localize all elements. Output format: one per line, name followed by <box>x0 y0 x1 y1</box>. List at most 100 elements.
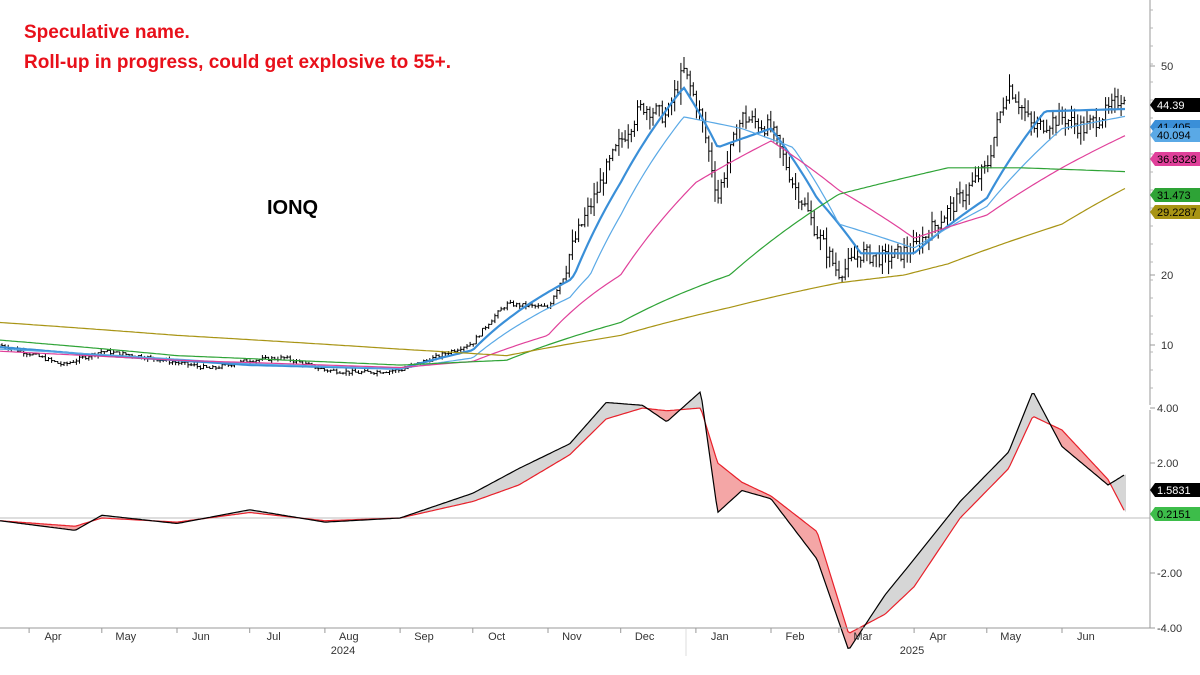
price-last-value-tag: 29.2287 <box>1150 205 1200 219</box>
price-bar <box>583 207 587 228</box>
price-bar <box>1042 119 1046 134</box>
x-month-label: Feb <box>786 631 805 643</box>
price-tag-label: 40.094 <box>1157 130 1191 142</box>
price-bar <box>685 67 689 80</box>
osc-fill-segment <box>1068 436 1070 454</box>
osc-fill-segment <box>70 525 72 530</box>
osc-fill-segment <box>614 403 616 417</box>
osc-fill-segment <box>740 480 742 493</box>
osc-fill-segment <box>638 404 640 410</box>
price-bar <box>846 248 850 278</box>
osc-fill-segment <box>982 477 984 496</box>
osc-fill-segment <box>450 500 452 507</box>
osc-fill-segment <box>658 409 660 418</box>
osc-fill-segment <box>506 474 508 490</box>
price-bar <box>595 181 599 204</box>
price-bar <box>614 143 618 152</box>
price-bar <box>958 181 962 204</box>
osc-fill-segment <box>674 410 676 416</box>
price-bar <box>53 360 57 363</box>
price-bar <box>341 372 345 375</box>
price-bar <box>955 188 959 212</box>
price-bar <box>1070 105 1073 129</box>
osc-fill-segment <box>58 525 60 529</box>
price-bar <box>1026 100 1030 118</box>
price-bar <box>905 236 909 263</box>
x-month-label: Apr <box>929 631 946 643</box>
osc-fill-segment <box>518 467 520 486</box>
price-bar <box>555 289 559 299</box>
osc-fill-segment <box>896 579 898 604</box>
osc-fill-segment <box>750 486 752 494</box>
price-bar <box>880 245 884 274</box>
price-bar <box>189 362 193 367</box>
last-value-tags: 44.3941.40540.09436.832831.47329.22871.5… <box>1150 98 1200 521</box>
osc-fill-segment <box>998 460 1000 480</box>
osc-fill-segment <box>1006 452 1008 472</box>
osc-fill-segment <box>728 471 730 504</box>
osc-fill-segment <box>1064 432 1066 450</box>
osc-fill-segment <box>922 546 924 575</box>
price-bar <box>834 252 838 277</box>
price-bar <box>626 124 630 149</box>
price-bar <box>490 319 494 325</box>
osc-fill-segment <box>738 479 740 495</box>
price-bar <box>725 151 729 188</box>
price-bar <box>1104 97 1108 128</box>
x-month-label: Mar <box>853 631 872 643</box>
osc-signal-line <box>0 407 1125 634</box>
price-bar <box>859 256 863 268</box>
price-bar <box>806 192 810 212</box>
osc-fill-segment <box>910 561 912 591</box>
osc-fill-segment <box>904 569 906 597</box>
price-bar <box>642 102 646 115</box>
osc-fill-segment <box>814 529 816 558</box>
osc-fill-segment <box>1002 456 1004 476</box>
price-bar <box>946 205 949 229</box>
osc-fill-segment <box>522 466 524 484</box>
axes: 10 20 50 4.00 2.00 -2.00 -4.00 Apr May Jun Jul Au… <box>0 0 1182 657</box>
osc-fill-segment <box>586 423 588 439</box>
price-bar <box>198 365 202 370</box>
price-bar <box>388 370 391 375</box>
price-bar <box>124 352 128 356</box>
price-bar <box>378 370 382 374</box>
osc-fill-segment <box>850 631 852 648</box>
osc-fill-segment <box>72 526 74 531</box>
osc-fill-segment <box>482 487 484 499</box>
price-bar <box>211 365 215 369</box>
osc-fill-segment <box>666 410 668 422</box>
x-month-label: Nov <box>562 631 582 643</box>
osc-fill-segment <box>986 473 988 492</box>
osc-fill-segment <box>592 416 594 433</box>
price-y-ticks: 10 20 50 <box>1150 9 1173 389</box>
price-bar <box>1079 115 1083 145</box>
price-bar <box>502 307 506 311</box>
osc-fill-segment <box>932 534 934 560</box>
price-bar <box>344 368 348 376</box>
price-bar <box>1063 108 1067 136</box>
osc-fill-segment <box>594 414 596 431</box>
price-bar <box>87 355 91 361</box>
price-bar <box>766 114 770 137</box>
price-bar <box>989 144 993 169</box>
price-bar <box>911 229 915 255</box>
price-y-tick-label: 10 <box>1161 340 1173 352</box>
osc-fill-segment <box>452 499 454 507</box>
osc-fill-segment <box>1008 448 1010 470</box>
price-bar <box>781 137 785 166</box>
osc-fill-segment <box>976 483 978 502</box>
osc-fill-segment <box>548 453 550 468</box>
price-bar <box>713 161 717 202</box>
osc-fill-segment <box>628 404 630 413</box>
osc-fill-segment <box>562 446 564 460</box>
osc-fill-segment <box>694 395 696 409</box>
price-bar <box>1011 84 1015 100</box>
price-bar <box>493 313 497 324</box>
price-bar <box>992 136 996 158</box>
price-bar <box>102 351 106 355</box>
osc-fill-segment <box>940 524 942 548</box>
osc-fill-segment <box>742 482 744 492</box>
osc-fill-segment <box>476 490 478 501</box>
x-year-label: 2025 <box>900 645 924 657</box>
